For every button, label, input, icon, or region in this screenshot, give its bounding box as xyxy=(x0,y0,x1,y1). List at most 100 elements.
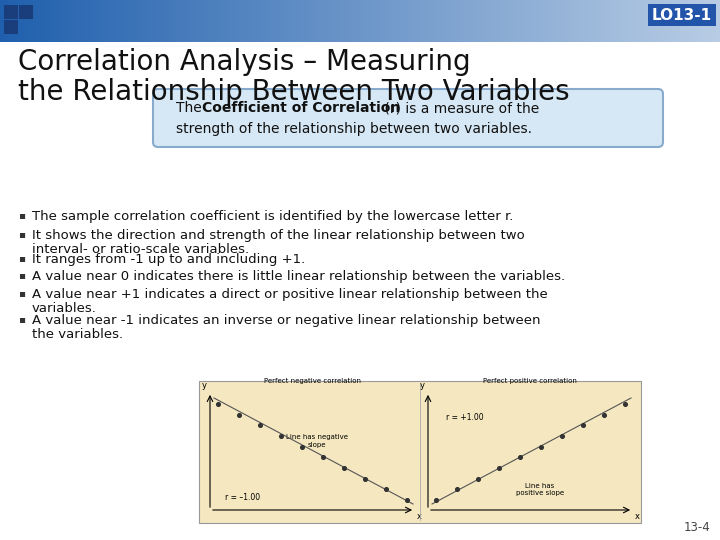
Bar xyxy=(713,0,714,42)
Bar xyxy=(660,0,661,42)
Text: ▪: ▪ xyxy=(18,210,25,220)
Bar xyxy=(697,0,698,42)
Bar xyxy=(97,0,98,42)
Bar xyxy=(446,0,447,42)
Bar xyxy=(67,0,68,42)
Bar xyxy=(467,0,468,42)
Bar xyxy=(388,0,389,42)
Bar xyxy=(606,0,607,42)
Bar xyxy=(341,0,342,42)
Text: Line has
positive slope: Line has positive slope xyxy=(516,483,564,496)
Bar xyxy=(333,0,334,42)
Bar xyxy=(667,0,668,42)
Bar xyxy=(45,0,46,42)
Bar xyxy=(595,0,596,42)
Bar xyxy=(645,0,646,42)
Bar xyxy=(477,0,478,42)
Bar xyxy=(507,0,508,42)
Bar xyxy=(125,0,126,42)
Bar xyxy=(472,0,473,42)
Bar xyxy=(3,0,4,42)
Text: interval- or ratio-scale variables.: interval- or ratio-scale variables. xyxy=(32,243,249,256)
Bar xyxy=(647,0,648,42)
Bar xyxy=(367,0,368,42)
Bar xyxy=(592,0,593,42)
Bar xyxy=(562,0,563,42)
Bar xyxy=(668,0,669,42)
Bar xyxy=(129,0,130,42)
Bar xyxy=(607,0,608,42)
Bar xyxy=(232,0,233,42)
Bar xyxy=(46,0,47,42)
Bar xyxy=(437,0,438,42)
Bar xyxy=(564,0,565,42)
Bar xyxy=(539,0,540,42)
Bar xyxy=(99,0,100,42)
Bar xyxy=(544,0,545,42)
Bar xyxy=(40,0,41,42)
Bar xyxy=(209,0,210,42)
Bar xyxy=(133,0,134,42)
Bar xyxy=(339,0,340,42)
Bar xyxy=(113,0,114,42)
Bar xyxy=(423,0,424,42)
Bar xyxy=(131,0,132,42)
Bar xyxy=(690,0,691,42)
Bar xyxy=(169,0,170,42)
Bar xyxy=(140,0,141,42)
Bar xyxy=(20,0,21,42)
Bar xyxy=(643,0,644,42)
Bar xyxy=(322,0,323,42)
Bar xyxy=(273,0,274,42)
Bar xyxy=(324,0,325,42)
Bar xyxy=(455,0,456,42)
Bar xyxy=(444,0,445,42)
Bar xyxy=(240,0,241,42)
Bar xyxy=(158,0,159,42)
Bar xyxy=(57,0,58,42)
Bar xyxy=(678,0,679,42)
Bar xyxy=(28,0,29,42)
Bar xyxy=(82,0,83,42)
Bar xyxy=(710,0,711,42)
Bar xyxy=(100,0,101,42)
Bar xyxy=(328,0,329,42)
Bar xyxy=(267,0,268,42)
Text: A value near -1 indicates an inverse or negative linear relationship between: A value near -1 indicates an inverse or … xyxy=(32,314,541,327)
Bar xyxy=(261,0,262,42)
Bar xyxy=(516,0,517,42)
Bar xyxy=(372,0,373,42)
Bar xyxy=(518,0,519,42)
Bar xyxy=(392,0,393,42)
Bar xyxy=(26,0,27,42)
Bar xyxy=(38,0,39,42)
Bar xyxy=(14,0,15,42)
Bar xyxy=(201,0,202,42)
Bar xyxy=(112,0,113,42)
Bar xyxy=(77,0,78,42)
Bar xyxy=(514,0,515,42)
Bar xyxy=(611,0,612,42)
Bar xyxy=(543,0,544,42)
Bar xyxy=(331,0,332,42)
Bar xyxy=(210,0,211,42)
Bar xyxy=(72,0,73,42)
Bar xyxy=(116,0,117,42)
Bar xyxy=(2,0,3,42)
Bar xyxy=(222,0,223,42)
Bar xyxy=(384,0,385,42)
Bar xyxy=(17,0,18,42)
Bar xyxy=(34,0,35,42)
Bar xyxy=(76,0,77,42)
Bar xyxy=(144,0,145,42)
Bar xyxy=(161,0,162,42)
Bar xyxy=(389,0,390,42)
Bar xyxy=(216,0,217,42)
Bar xyxy=(512,0,513,42)
Bar xyxy=(653,0,654,42)
Text: Line has negative
slope: Line has negative slope xyxy=(286,435,348,448)
Bar xyxy=(7,0,8,42)
Text: The: The xyxy=(176,101,206,115)
Bar xyxy=(629,0,630,42)
Bar xyxy=(709,0,710,42)
